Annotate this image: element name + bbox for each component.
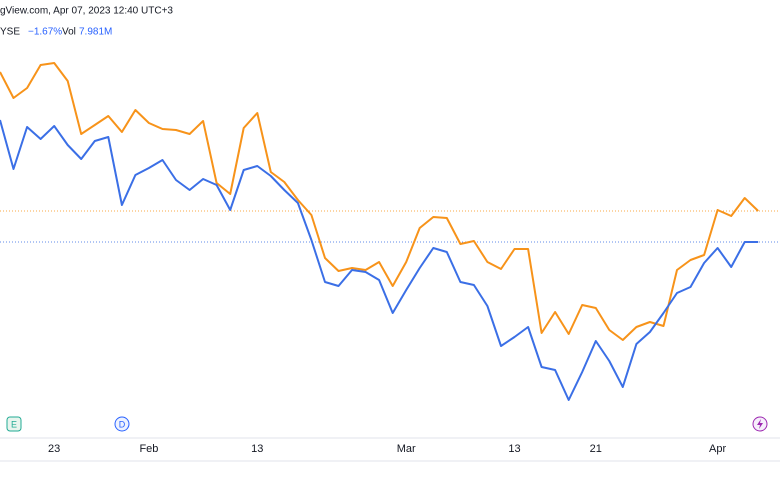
header-source: gView.com, Apr 07, 2023 12:40 UTC+3: [0, 6, 173, 17]
event-label[interactable]: D: [119, 419, 126, 429]
series-line: [0, 119, 759, 401]
event-badge[interactable]: [114, 416, 130, 432]
event-label[interactable]: E: [11, 419, 17, 429]
x-tick-label: 21: [590, 443, 602, 455]
event-badge[interactable]: [6, 416, 22, 432]
x-tick-label: 13: [251, 443, 263, 455]
x-tick-label: Feb: [139, 443, 158, 455]
header-ticker: YSE: [0, 27, 20, 38]
header-vol: 7.981M: [79, 27, 112, 38]
header-change: −1.67%: [28, 27, 62, 38]
x-tick-label: 13: [508, 443, 520, 455]
x-tick-label: Mar: [397, 443, 416, 455]
x-tick-label: 23: [48, 443, 60, 455]
event-e[interactable]: E: [6, 416, 22, 432]
x-tick-label: Apr: [709, 443, 726, 455]
event-d[interactable]: D: [114, 416, 130, 432]
header-vol-label: Vol: [62, 27, 76, 38]
series-line: [0, 62, 759, 341]
event-split[interactable]: [752, 416, 768, 432]
event-icon[interactable]: [757, 419, 763, 429]
